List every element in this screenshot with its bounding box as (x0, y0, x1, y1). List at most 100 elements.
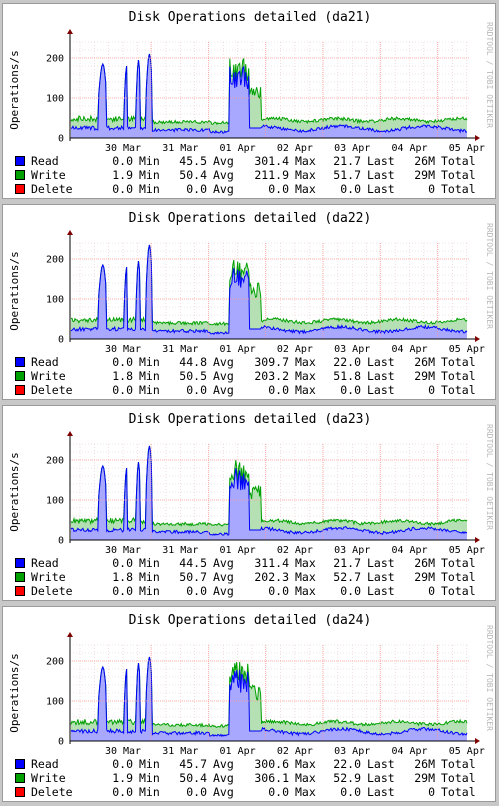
legend-stat-label: Last (367, 570, 395, 584)
delete-swatch (15, 787, 25, 797)
legend-value: 0 (428, 584, 435, 598)
legend-stat-label: Min (139, 355, 160, 369)
chart-svg: Disk Operations detailed (da22) RRDTOOL /… (8, 211, 494, 355)
chart-legend: Read 0.0 Min 45.7 Avg 300.6 Max 22.0 Last 26M Tota… (15, 757, 476, 799)
rrdtool-side-label: RRDTOOL / TOBI OETIKER (485, 625, 494, 731)
legend-stat-label: Last (367, 556, 395, 570)
legend-value: 0 (428, 182, 435, 196)
legend-value: 0.0 (186, 584, 207, 598)
legend-series-name: Delete (31, 785, 73, 799)
legend-stat-label: Total (441, 570, 476, 584)
y-axis-arrow (67, 431, 73, 436)
read-area (71, 657, 467, 741)
chart-legend: Read 0.0 Min 45.5 Avg 301.4 Max 21.7 Last 26M Tota… (15, 154, 476, 196)
legend-value: 52.7 (333, 570, 361, 584)
legend-value: 26M (414, 757, 435, 771)
legend-value: 0.0 (340, 182, 361, 196)
legend-series-name: Write (31, 570, 66, 584)
legend-value: 0.0 (186, 383, 207, 397)
legend-value: 301.4 (254, 154, 289, 168)
legend-value: 22.0 (333, 757, 361, 771)
legend-stat-label: Last (367, 154, 395, 168)
legend-value: 45.7 (179, 757, 207, 771)
legend-stat-label: Max (295, 584, 316, 598)
legend-stat-label: Min (139, 584, 160, 598)
legend-stat-label: Max (295, 182, 316, 196)
y-tick-label: 200 (46, 255, 64, 266)
legend-stat-label: Total (441, 584, 476, 598)
legend-value: 51.8 (333, 369, 361, 383)
legend-stat-label: Max (295, 771, 316, 785)
y-tick-label: 200 (46, 657, 64, 668)
write-area (71, 54, 467, 138)
legend-value: 50.4 (179, 771, 207, 785)
chart-legend: Read 0.0 Min 44.8 Avg 309.7 Max 22.0 Last 26M Tota… (15, 355, 476, 397)
legend-stat-label: Max (295, 785, 316, 799)
x-tick-label: 05 Apr (449, 545, 485, 556)
legend-series-name: Write (31, 168, 66, 182)
y-tick-label: 0 (58, 536, 64, 547)
x-tick-label: 03 Apr (334, 143, 370, 154)
legend-value: 0.0 (268, 182, 289, 196)
legend-stat-label: Total (441, 556, 476, 570)
x-tick-label: 01 Apr (220, 746, 256, 757)
legend-stat-label: Min (139, 570, 160, 584)
rrdtool-side-label: RRDTOOL / TOBI OETIKER (485, 424, 494, 530)
read-swatch (15, 759, 25, 769)
legend-value: 29M (414, 369, 435, 383)
legend-row-write: Write 1.9 Min 50.4 Avg 211.9 Max 51.7 Last 29M Tot… (15, 168, 476, 182)
delete-swatch (15, 586, 25, 596)
write-series-line (70, 244, 468, 327)
legend-value: 26M (414, 355, 435, 369)
legend-stat-label: Total (441, 154, 476, 168)
legend-stat-label: Total (441, 771, 476, 785)
x-tick-label: 30 Mar (105, 545, 141, 556)
x-tick-label: 31 Mar (162, 143, 198, 154)
legend-stat-label: Max (295, 383, 316, 397)
x-tick-label: 03 Apr (334, 746, 370, 757)
y-tick-label: 200 (46, 54, 64, 65)
y-tick-label: 200 (46, 456, 64, 467)
legend-value: 0.0 (340, 584, 361, 598)
legend-value: 50.7 (179, 570, 207, 584)
legend-value: 29M (414, 168, 435, 182)
x-tick-label: 02 Apr (277, 143, 313, 154)
legend-value: 0.0 (268, 584, 289, 598)
legend-value: 203.2 (254, 369, 289, 383)
legend-stat-label: Avg (213, 383, 234, 397)
legend-stat-label: Total (441, 182, 476, 196)
legend-stat-label: Max (295, 369, 316, 383)
legend-stat-label: Avg (213, 570, 234, 584)
legend-value: 0.0 (186, 785, 207, 799)
chart-panel: Disk Operations detailed (da22) RRDTOOL /… (2, 204, 496, 400)
legend-series-name: Delete (31, 584, 73, 598)
read-series-line (70, 656, 468, 738)
legend-stat-label: Min (139, 182, 160, 196)
legend-value: 21.7 (333, 154, 361, 168)
y-tick-label: 0 (58, 134, 64, 145)
legend-stat-label: Avg (213, 182, 234, 196)
x-tick-label: 01 Apr (220, 143, 256, 154)
x-axis-arrow (475, 738, 480, 744)
y-axis-label: Operations/s (8, 50, 21, 129)
write-swatch (15, 572, 25, 582)
y-tick-label: 0 (58, 335, 64, 346)
x-tick-label: 02 Apr (277, 545, 313, 556)
x-tick-label: 30 Mar (105, 344, 141, 355)
y-tick-label: 100 (46, 295, 64, 306)
legend-row-write: Write 1.8 Min 50.7 Avg 202.3 Max 52.7 Last 29M Tot… (15, 570, 476, 584)
legend-row-write: Write 1.9 Min 50.4 Avg 306.1 Max 52.9 Last 29M Tot… (15, 771, 476, 785)
delete-swatch (15, 385, 25, 395)
legend-stat-label: Avg (213, 168, 234, 182)
chart-panel: Disk Operations detailed (da21) RRDTOOL /… (2, 3, 496, 199)
legend-stat-label: Total (441, 757, 476, 771)
legend-stat-label: Max (295, 154, 316, 168)
x-tick-label: 03 Apr (334, 344, 370, 355)
x-tick-label: 05 Apr (449, 344, 485, 355)
legend-value: 44.8 (179, 355, 207, 369)
write-swatch (15, 170, 25, 180)
chart-title: Disk Operations detailed (da24) (129, 613, 372, 628)
legend-value: 0.0 (112, 556, 133, 570)
y-tick-label: 100 (46, 94, 64, 105)
legend-stat-label: Last (367, 168, 395, 182)
